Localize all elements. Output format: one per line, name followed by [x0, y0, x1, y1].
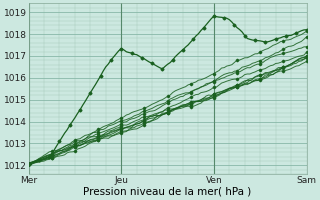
X-axis label: Pression niveau de la mer( hPa ): Pression niveau de la mer( hPa ): [84, 187, 252, 197]
